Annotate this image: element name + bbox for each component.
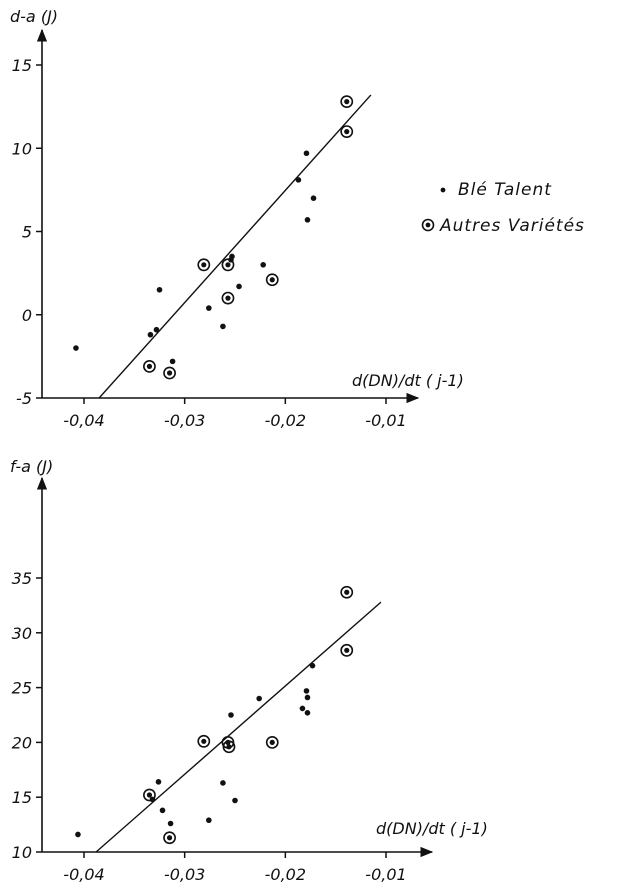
top-point-autres-varietes bbox=[269, 277, 275, 283]
top-point-ble-talent bbox=[303, 150, 310, 157]
bottom-point-autres-varietes bbox=[269, 739, 275, 746]
top-y-tick-label: 15 bbox=[12, 56, 32, 75]
legend-talent-label: Blé Talent bbox=[458, 180, 552, 200]
top-point-autres-varietes-ring bbox=[221, 291, 235, 305]
top-point-ble-talent bbox=[260, 262, 266, 268]
top-y-axis-label: d-a (J) bbox=[10, 7, 58, 26]
top-point-autres-varietes-ring bbox=[143, 359, 156, 373]
top-point-ble-talent bbox=[310, 195, 317, 201]
bottom-point-autres-varietes-ring bbox=[222, 740, 236, 754]
top-point-autres-varietes bbox=[344, 99, 350, 105]
bottom-point-ble-talent bbox=[309, 662, 316, 669]
bottom-x-axis-label: d(DN)/dt ( j-1) bbox=[376, 819, 488, 838]
bottom-point-ble-talent bbox=[75, 831, 81, 838]
top-point-autres-varietes-ring bbox=[163, 366, 176, 380]
top-point-autres-varietes bbox=[344, 129, 350, 135]
bottom-y-tick-label: 10 bbox=[12, 843, 32, 862]
top-point-autres-varietes bbox=[225, 295, 231, 301]
bottom-point-autres-varietes bbox=[344, 647, 350, 653]
top-x-tick-label: -0,03 bbox=[164, 411, 205, 430]
top-x-tick-label: -0,04 bbox=[63, 411, 104, 430]
bottom-point-autres-varietes bbox=[166, 835, 173, 841]
bottom-point-autres-varietes bbox=[201, 738, 207, 744]
top-point-autres-varietes-ring bbox=[197, 258, 211, 272]
top-point-autres-varietes bbox=[166, 370, 173, 376]
bottom-point-ble-talent bbox=[232, 797, 238, 804]
bottom-y-axis-label: f-a (J) bbox=[10, 457, 53, 476]
top-point-ble-talent bbox=[156, 286, 163, 293]
top-point-ble-talent bbox=[295, 177, 302, 183]
bottom-point-ble-talent bbox=[304, 694, 311, 701]
legend-talent-marker bbox=[440, 187, 446, 193]
bottom-point-ble-talent bbox=[304, 710, 311, 716]
top-y-tick-label: 0 bbox=[22, 306, 32, 325]
bottom-x-tick-label: -0,03 bbox=[164, 865, 205, 884]
top-point-autres-varietes-ring bbox=[340, 125, 354, 139]
bottom-point-ble-talent bbox=[206, 817, 212, 824]
bottom-regression-line bbox=[95, 601, 382, 853]
chart-bottom: f-a (J) d(DN)/dt ( j-1) 10 15 20 25 30 35 -0,0… bbox=[10, 457, 488, 884]
bottom-y-tick-label: 15 bbox=[12, 788, 32, 807]
bottom-point-autres-varietes-ring bbox=[197, 734, 211, 748]
bottom-point-autres-varietes-ring bbox=[143, 788, 156, 802]
legend: Blé Talent Autres Variétés bbox=[421, 180, 585, 236]
top-point-autres-varietes bbox=[146, 363, 153, 369]
top-y-tick-label: 5 bbox=[22, 223, 32, 242]
legend-autres-marker-ring bbox=[421, 218, 435, 232]
top-y-tick-label: 10 bbox=[12, 139, 32, 158]
bottom-point-ble-talent bbox=[167, 820, 174, 827]
top-x-tick-label: -0,02 bbox=[265, 411, 306, 430]
bottom-point-ble-talent bbox=[220, 780, 226, 786]
bottom-point-autres-varietes bbox=[146, 792, 153, 798]
bottom-y-tick-label: 20 bbox=[12, 733, 32, 752]
top-point-ble-talent bbox=[220, 323, 226, 330]
bottom-point-ble-talent bbox=[155, 779, 162, 785]
top-x-axis-label: d(DN)/dt ( j-1) bbox=[352, 371, 464, 390]
bottom-y-tick-label: 25 bbox=[12, 679, 32, 698]
top-point-autres-varietes-ring bbox=[221, 258, 235, 272]
bottom-y-tick-label: 30 bbox=[12, 624, 32, 643]
bottom-point-autres-varietes-ring bbox=[340, 643, 354, 657]
top-point-autres-varietes bbox=[225, 262, 231, 268]
legend-autres-label: Autres Variétés bbox=[439, 216, 585, 236]
bottom-point-ble-talent bbox=[299, 705, 306, 712]
bottom-point-autres-varietes-ring bbox=[340, 585, 354, 599]
top-point-ble-talent bbox=[153, 326, 160, 333]
bottom-x-tick-label: -0,01 bbox=[365, 865, 406, 884]
top-point-ble-talent bbox=[206, 305, 212, 311]
top-x-tick-label: -0,01 bbox=[365, 411, 406, 430]
top-point-ble-talent bbox=[304, 217, 311, 223]
bottom-point-autres-varietes bbox=[226, 744, 232, 750]
bottom-x-tick-label: -0,04 bbox=[63, 865, 104, 884]
bottom-point-ble-talent bbox=[256, 695, 262, 702]
bottom-x-tick-label: -0,02 bbox=[265, 865, 306, 884]
top-point-ble-talent bbox=[73, 345, 79, 351]
top-point-ble-talent bbox=[229, 253, 235, 260]
top-point-autres-varietes bbox=[201, 262, 207, 268]
top-point-autres-varietes-ring bbox=[265, 273, 279, 287]
bottom-point-autres-varietes-ring bbox=[265, 736, 279, 749]
bottom-point-ble-talent bbox=[303, 688, 310, 694]
bottom-point-autres-varietes bbox=[344, 589, 350, 595]
bottom-point-ble-talent bbox=[159, 807, 166, 814]
top-y-tick-label: -5 bbox=[16, 389, 32, 408]
top-point-ble-talent bbox=[169, 358, 176, 365]
chart-top: d-a (J) d(DN)/dt ( j-1) -5 0 5 10 15 -0,04 -0,… bbox=[10, 7, 464, 430]
top-regression-line bbox=[98, 94, 372, 399]
bottom-point-autres-varietes-ring bbox=[163, 831, 176, 845]
bottom-y-tick-label: 35 bbox=[12, 569, 32, 588]
bottom-point-ble-talent bbox=[228, 712, 234, 718]
top-point-autres-varietes-ring bbox=[340, 95, 354, 109]
top-point-ble-talent bbox=[147, 331, 154, 338]
top-point-ble-talent bbox=[236, 283, 242, 290]
legend-autres-marker-dot bbox=[425, 222, 431, 228]
